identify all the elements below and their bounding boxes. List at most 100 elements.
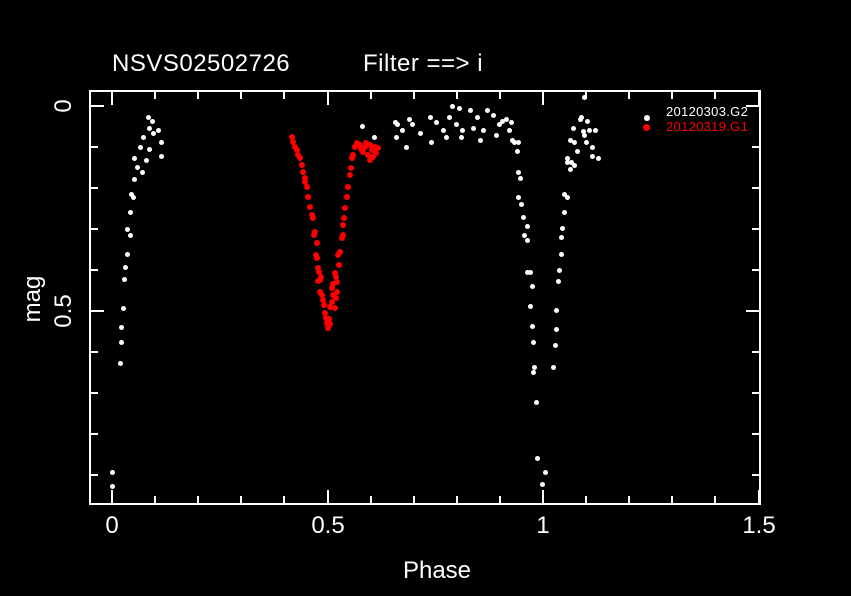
data-point-red — [307, 204, 313, 210]
data-point-red — [315, 265, 321, 271]
data-point-white — [525, 224, 530, 229]
data-point-white — [360, 124, 365, 129]
x-tick-bottom — [283, 496, 285, 503]
y-tick-left — [91, 228, 98, 230]
x-tick-bottom — [714, 496, 716, 503]
y-tick-right — [752, 187, 759, 189]
x-tick-bottom — [671, 496, 673, 503]
data-point-white — [151, 131, 156, 136]
data-point-red — [320, 297, 326, 303]
data-point-red — [318, 274, 324, 280]
data-point-red — [297, 155, 303, 161]
data-point-white — [434, 120, 439, 125]
data-point-red — [340, 222, 346, 228]
data-point-white — [444, 135, 449, 140]
data-point-white — [515, 149, 520, 154]
data-point-white — [565, 195, 570, 200]
x-tick-label: 0.5 — [311, 512, 345, 539]
data-point-white — [572, 163, 577, 168]
data-point-red — [314, 240, 320, 246]
data-point-red — [357, 142, 363, 148]
data-point-white — [129, 192, 134, 197]
filter-title: Filter ==> i — [363, 50, 484, 77]
data-point-white — [478, 138, 483, 143]
x-tick-bottom — [370, 496, 372, 503]
data-point-white — [128, 233, 133, 238]
data-point-white — [485, 108, 490, 113]
data-point-white — [121, 306, 126, 311]
y-tick-right — [752, 351, 759, 353]
data-point-red — [330, 281, 336, 287]
data-point-red — [345, 184, 351, 190]
legend-label-red: 20120319.G1 — [666, 119, 749, 134]
data-point-white — [509, 120, 514, 125]
data-point-white — [596, 156, 601, 161]
x-tick-top — [327, 92, 329, 105]
data-point-white — [556, 279, 561, 284]
data-point-red — [339, 235, 345, 241]
x-tick-label: 1.5 — [742, 512, 776, 539]
x-tick-top — [671, 92, 673, 99]
data-point-white — [159, 140, 164, 145]
data-point-white — [475, 115, 480, 120]
x-tick-label: 1 — [536, 512, 550, 539]
y-tick-left — [91, 269, 98, 271]
data-point-white — [585, 119, 590, 124]
object-name-title: NSVS02502726 — [112, 50, 291, 77]
data-point-white — [512, 140, 517, 145]
data-point-white — [404, 145, 409, 150]
data-point-red — [332, 305, 338, 311]
data-point-white — [582, 133, 587, 138]
data-point-white — [150, 119, 155, 124]
data-point-white — [118, 361, 123, 366]
x-tick-top — [542, 92, 544, 105]
data-point-white — [554, 327, 559, 332]
x-tick-bottom — [413, 496, 415, 503]
data-point-white — [447, 115, 452, 120]
data-point-red — [334, 289, 340, 295]
data-point-red — [348, 165, 354, 171]
data-point-red — [333, 295, 339, 301]
data-point-red — [314, 255, 320, 261]
data-point-white — [159, 154, 164, 159]
data-point-white — [481, 128, 486, 133]
x-tick-top — [154, 92, 156, 99]
data-point-red — [289, 134, 295, 140]
data-point-red — [369, 147, 375, 153]
data-point-white — [525, 270, 530, 275]
data-point-white — [559, 252, 564, 257]
data-point-white — [590, 154, 595, 159]
y-tick-right — [752, 146, 759, 148]
data-point-white — [454, 122, 459, 127]
data-point-white — [530, 324, 535, 329]
data-point-white — [146, 115, 151, 120]
data-point-white — [584, 140, 589, 145]
data-point-white — [125, 252, 130, 257]
data-point-white — [119, 340, 124, 345]
data-point-red — [375, 145, 381, 151]
data-point-red — [311, 232, 317, 238]
y-tick-right — [752, 228, 759, 230]
x-tick-bottom — [499, 496, 501, 503]
data-point-white — [372, 135, 377, 140]
data-point-white — [428, 115, 433, 120]
data-point-white — [407, 117, 412, 122]
x-tick-bottom — [628, 496, 630, 503]
data-point-red — [350, 152, 356, 158]
data-point-white — [110, 484, 115, 489]
y-tick-right — [746, 105, 759, 107]
data-point-white — [131, 195, 136, 200]
data-point-white — [562, 210, 567, 215]
x-tick-top — [628, 92, 630, 99]
data-point-red — [347, 172, 353, 178]
data-point-white — [569, 160, 574, 165]
y-tick-left — [91, 105, 104, 107]
data-point-red — [362, 144, 368, 150]
data-point-white — [494, 133, 499, 138]
data-point-white — [565, 160, 570, 165]
data-point-red — [333, 274, 339, 280]
data-point-white — [156, 128, 161, 133]
data-point-red — [373, 150, 379, 156]
data-point-white — [531, 340, 536, 345]
data-point-white — [110, 470, 115, 475]
